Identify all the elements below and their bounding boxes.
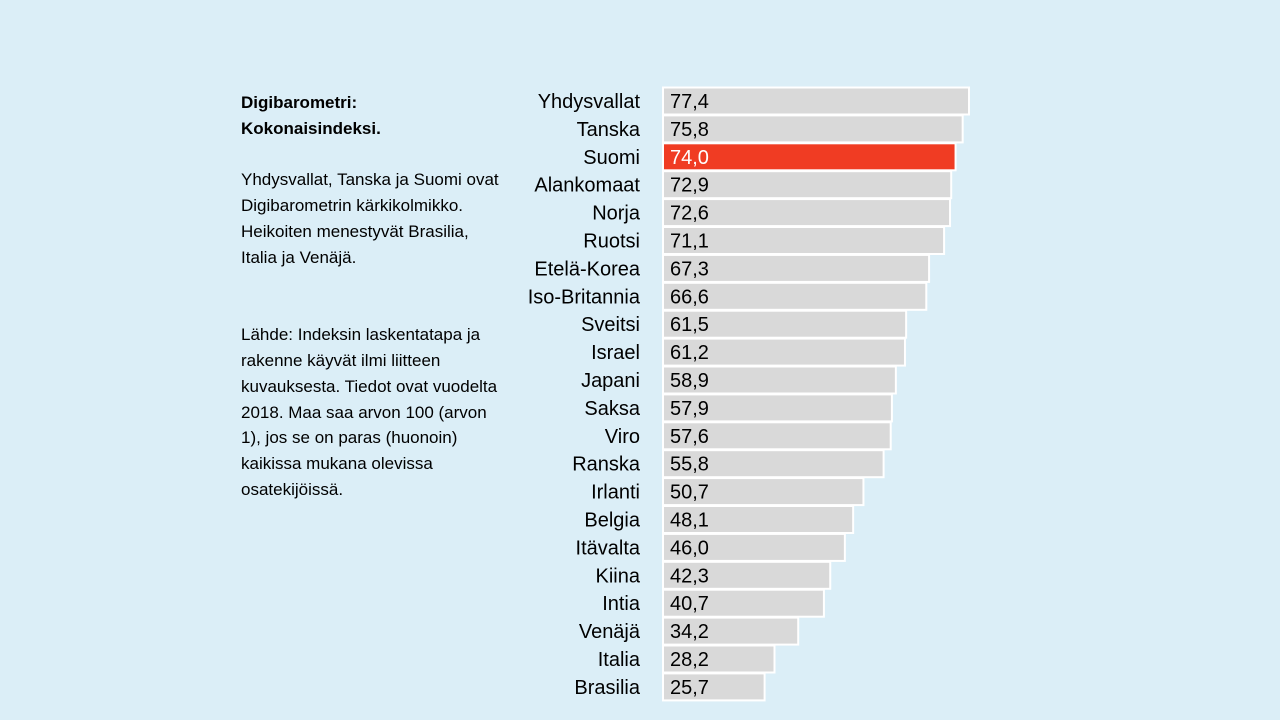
source-note: Lähde: Indeksin laskentatapa ja rakenne … xyxy=(241,325,498,499)
category-label: Intia xyxy=(602,593,641,615)
category-label: Etelä-Korea xyxy=(534,258,640,280)
bar-ranska xyxy=(662,449,885,479)
bar-intia xyxy=(662,588,825,618)
value-label: 58,9 xyxy=(670,370,709,392)
category-label: Brasilia xyxy=(574,677,640,699)
value-label: 61,5 xyxy=(670,314,709,336)
bar-suomi xyxy=(662,142,957,172)
category-label: Ranska xyxy=(572,454,641,476)
value-label: 50,7 xyxy=(670,482,709,504)
summary-text: Yhdysvallat, Tanska ja Suomi ovat Digiba… xyxy=(241,170,499,267)
category-label: Iso-Britannia xyxy=(528,286,641,308)
bar-norja xyxy=(662,198,952,228)
value-label: 72,9 xyxy=(670,175,709,197)
value-label: 55,8 xyxy=(670,454,709,476)
value-label: 66,6 xyxy=(670,286,709,308)
category-label: Viro xyxy=(605,426,640,448)
category-label: Suomi xyxy=(583,147,640,169)
bar-itävalta xyxy=(662,532,846,562)
value-label: 25,7 xyxy=(670,677,709,699)
category-label: Italia xyxy=(598,649,641,671)
value-label: 57,9 xyxy=(670,398,709,420)
category-label: Belgia xyxy=(584,510,640,532)
value-label: 48,1 xyxy=(670,510,709,532)
value-label: 40,7 xyxy=(670,593,709,615)
bar-etelä-korea xyxy=(662,253,931,283)
sidebar-text: Digibarometri: Kokonaisindeksi. Yhdysval… xyxy=(241,90,501,503)
value-label: 71,1 xyxy=(670,231,709,253)
category-label: Irlanti xyxy=(591,482,640,504)
value-label: 61,2 xyxy=(670,342,709,364)
category-label: Tanska xyxy=(577,119,641,141)
bar-yhdysvallat xyxy=(662,86,970,116)
bar-ruotsi xyxy=(662,226,946,255)
category-label: Itävalta xyxy=(576,537,641,559)
bar-brasilia xyxy=(662,672,766,702)
category-label: Ruotsi xyxy=(583,231,640,253)
value-label: 67,3 xyxy=(670,258,709,280)
category-label: Venäjä xyxy=(579,621,641,643)
category-label: Saksa xyxy=(584,398,640,420)
value-label: 75,8 xyxy=(670,119,709,141)
chart-title-line2: Kokonaisindeksi. xyxy=(241,118,381,138)
value-label: 42,3 xyxy=(670,565,709,587)
category-label: Japani xyxy=(581,370,640,392)
value-label: 46,0 xyxy=(670,537,709,559)
value-label: 57,6 xyxy=(670,426,709,448)
bar-kiina xyxy=(662,560,832,590)
category-label: Israel xyxy=(591,342,640,364)
bar-belgia xyxy=(662,505,855,534)
value-label: 74,0 xyxy=(670,147,709,169)
bar-saksa xyxy=(662,393,893,423)
bar-sveitsi xyxy=(662,309,908,339)
value-label: 34,2 xyxy=(670,621,709,643)
category-label: Norja xyxy=(592,203,641,225)
category-label: Yhdysvallat xyxy=(538,91,641,113)
category-label: Sveitsi xyxy=(581,314,640,336)
bar-japani xyxy=(662,365,897,395)
value-label: 77,4 xyxy=(670,91,709,113)
bar-irlanti xyxy=(662,477,865,507)
category-label: Alankomaat xyxy=(534,175,640,197)
category-label: Kiina xyxy=(596,565,641,587)
value-label: 28,2 xyxy=(670,649,709,671)
value-label: 72,6 xyxy=(670,203,709,225)
chart-title-line1: Digibarometri: xyxy=(241,93,358,112)
